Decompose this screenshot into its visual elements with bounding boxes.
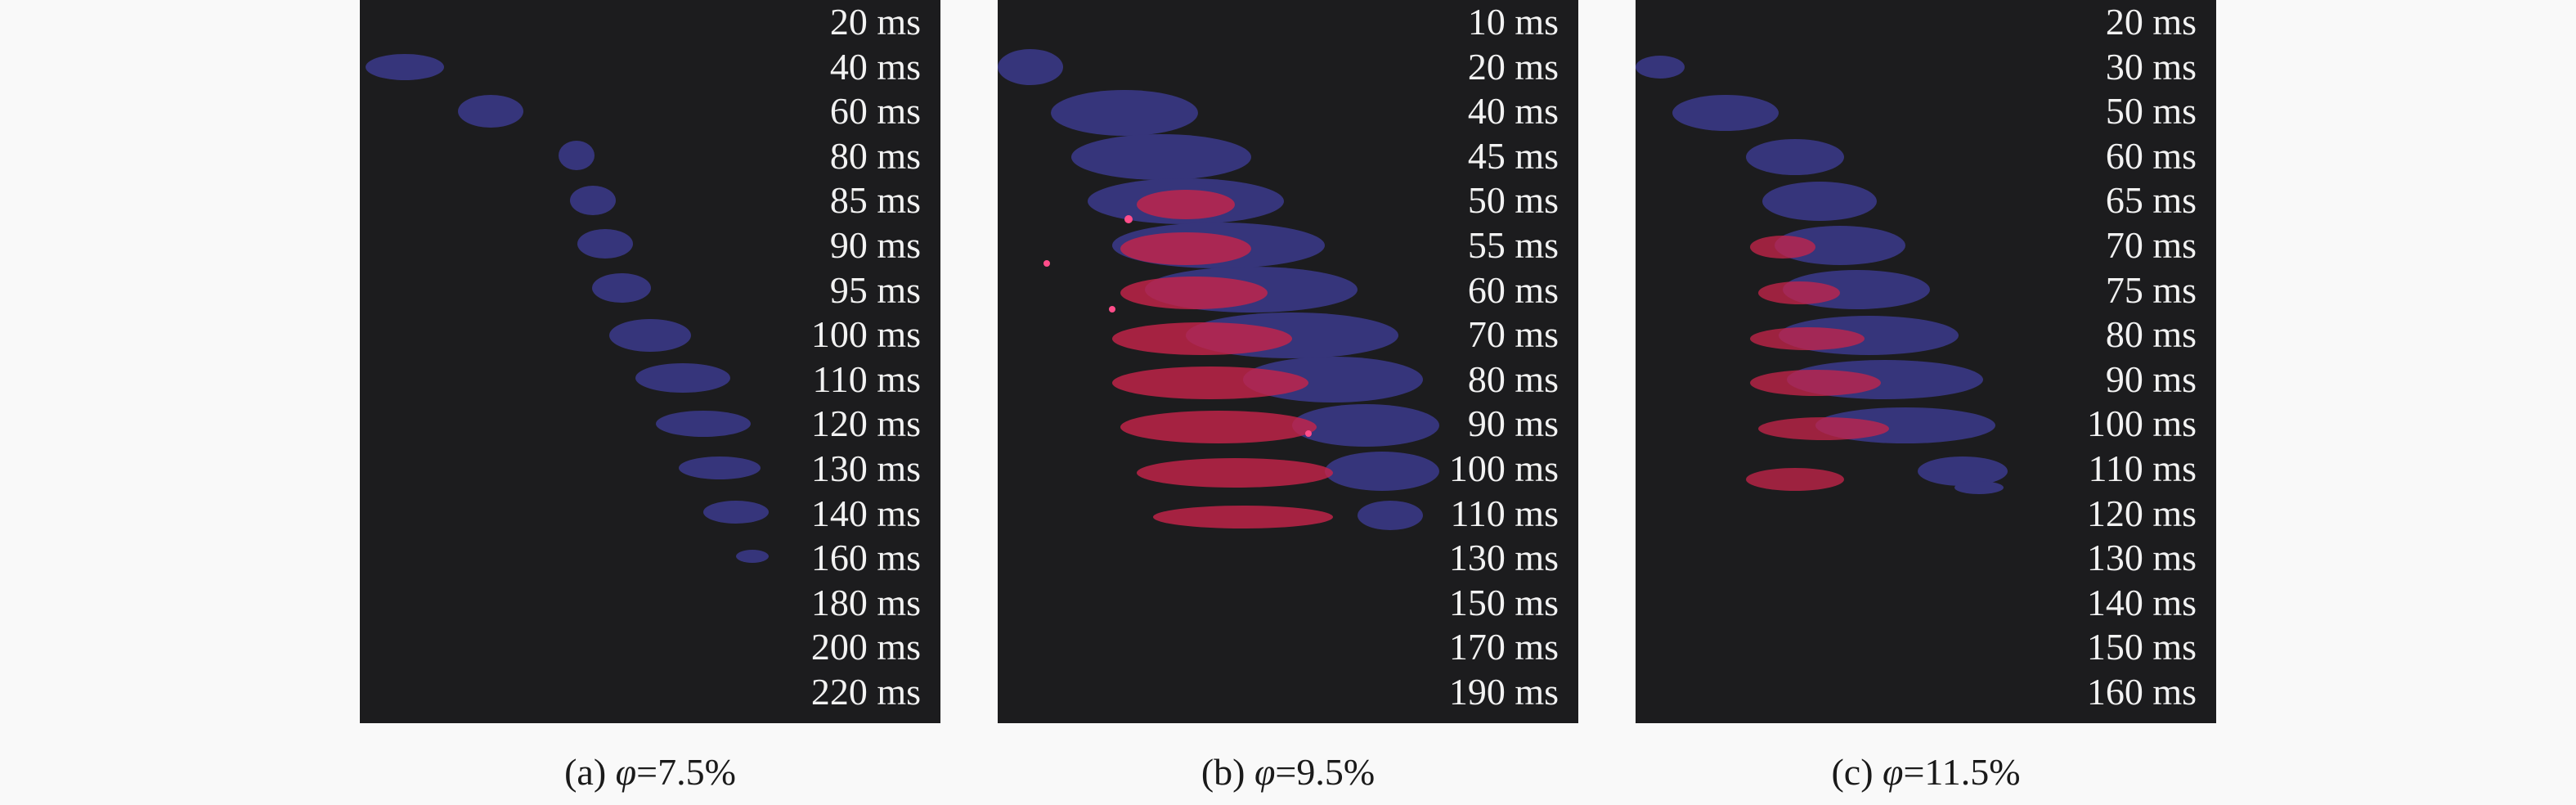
time-label: 40 ms (829, 45, 921, 88)
caption-c-prefix: (c) (1831, 751, 1883, 793)
time-label: 130 ms (1448, 537, 1559, 579)
time-label: 140 ms (2086, 581, 2197, 623)
time-label: 120 ms (810, 402, 921, 445)
time-label: 30 ms (2105, 45, 2197, 88)
flame-image-panel-c: 20 ms 30 ms 50 ms 60 ms 65 ms 70 ms 75 ms 80 ms… (1636, 0, 2216, 723)
caption-b: (b) φ=9.5% (1201, 749, 1375, 795)
time-label: 55 ms (1467, 223, 1559, 266)
time-label: 220 ms (810, 670, 921, 713)
time-label: 75 ms (2105, 268, 2197, 311)
caption-c-suffix: =11.5% (1903, 751, 2021, 793)
flame-image-panel-b: 10 ms 20 ms 40 ms 45 ms 50 ms 55 ms 60 ms 70 ms… (998, 0, 1578, 723)
caption-a-prefix: (a) (564, 751, 616, 793)
time-label: 20 ms (1467, 45, 1559, 88)
time-label: 200 ms (810, 626, 921, 668)
time-label: 80 ms (1467, 358, 1559, 400)
time-label: 90 ms (1467, 402, 1559, 445)
time-label: 80 ms (829, 134, 921, 177)
time-label: 140 ms (810, 492, 921, 534)
time-label: 180 ms (810, 581, 921, 623)
time-labels-c: 20 ms 30 ms 50 ms 60 ms 65 ms 70 ms 75 ms 80 ms… (2087, 0, 2197, 715)
caption-b-prefix: (b) (1200, 751, 1254, 793)
caption-b-symbol: φ (1254, 751, 1276, 793)
time-label: 100 ms (2086, 402, 2197, 445)
time-label: 50 ms (1467, 179, 1559, 222)
time-label: 160 ms (810, 537, 921, 579)
time-label: 95 ms (829, 268, 921, 311)
flame-sequence-image-b (998, 49, 1439, 530)
time-label: 150 ms (2086, 626, 2197, 668)
caption-b-suffix: =9.5% (1275, 751, 1376, 793)
time-label: 90 ms (829, 223, 921, 266)
caption-c-symbol: φ (1883, 751, 1904, 793)
time-labels-b: 10 ms 20 ms 40 ms 45 ms 50 ms 55 ms 60 ms 70 ms… (1449, 0, 1559, 715)
time-labels-a: 20 ms 40 ms 60 ms 80 ms 85 ms 90 ms 95 ms 100 m… (811, 0, 921, 715)
time-label: 70 ms (1467, 313, 1559, 356)
caption-a-symbol: φ (615, 751, 637, 793)
time-label: 120 ms (2086, 492, 2197, 534)
time-label: 130 ms (810, 447, 921, 489)
time-label: 60 ms (2105, 134, 2197, 177)
time-label: 10 ms (1467, 1, 1559, 43)
flame-sequence-image-a (366, 54, 769, 563)
time-label: 100 ms (1448, 447, 1559, 489)
caption-c: (c) φ=11.5% (1831, 749, 2020, 795)
caption-a-suffix: =7.5% (636, 751, 736, 793)
time-label: 110 ms (1450, 492, 1559, 534)
time-label: 110 ms (2088, 447, 2197, 489)
time-label: 80 ms (2105, 313, 2197, 356)
time-label: 170 ms (1448, 626, 1559, 668)
time-label: 90 ms (2105, 358, 2197, 400)
time-label: 60 ms (829, 90, 921, 133)
time-label: 190 ms (1448, 670, 1559, 713)
time-label: 20 ms (829, 1, 921, 43)
flame-sequence-image-c (1636, 56, 2008, 494)
flame-image-panel-a: 20 ms 40 ms 60 ms 80 ms 85 ms 90 ms 95 ms 100 m… (360, 0, 940, 723)
time-label: 70 ms (2105, 223, 2197, 266)
time-label: 150 ms (1448, 581, 1559, 623)
time-label: 130 ms (2086, 537, 2197, 579)
time-label: 50 ms (2105, 90, 2197, 133)
time-label: 65 ms (2105, 179, 2197, 222)
time-label: 20 ms (2105, 1, 2197, 43)
time-label: 110 ms (812, 358, 921, 400)
time-label: 40 ms (1467, 90, 1559, 133)
time-label: 100 ms (810, 313, 921, 356)
time-label: 160 ms (2086, 670, 2197, 713)
time-label: 45 ms (1467, 134, 1559, 177)
time-label: 60 ms (1467, 268, 1559, 311)
time-label: 85 ms (829, 179, 921, 222)
caption-a: (a) φ=7.5% (564, 749, 736, 795)
